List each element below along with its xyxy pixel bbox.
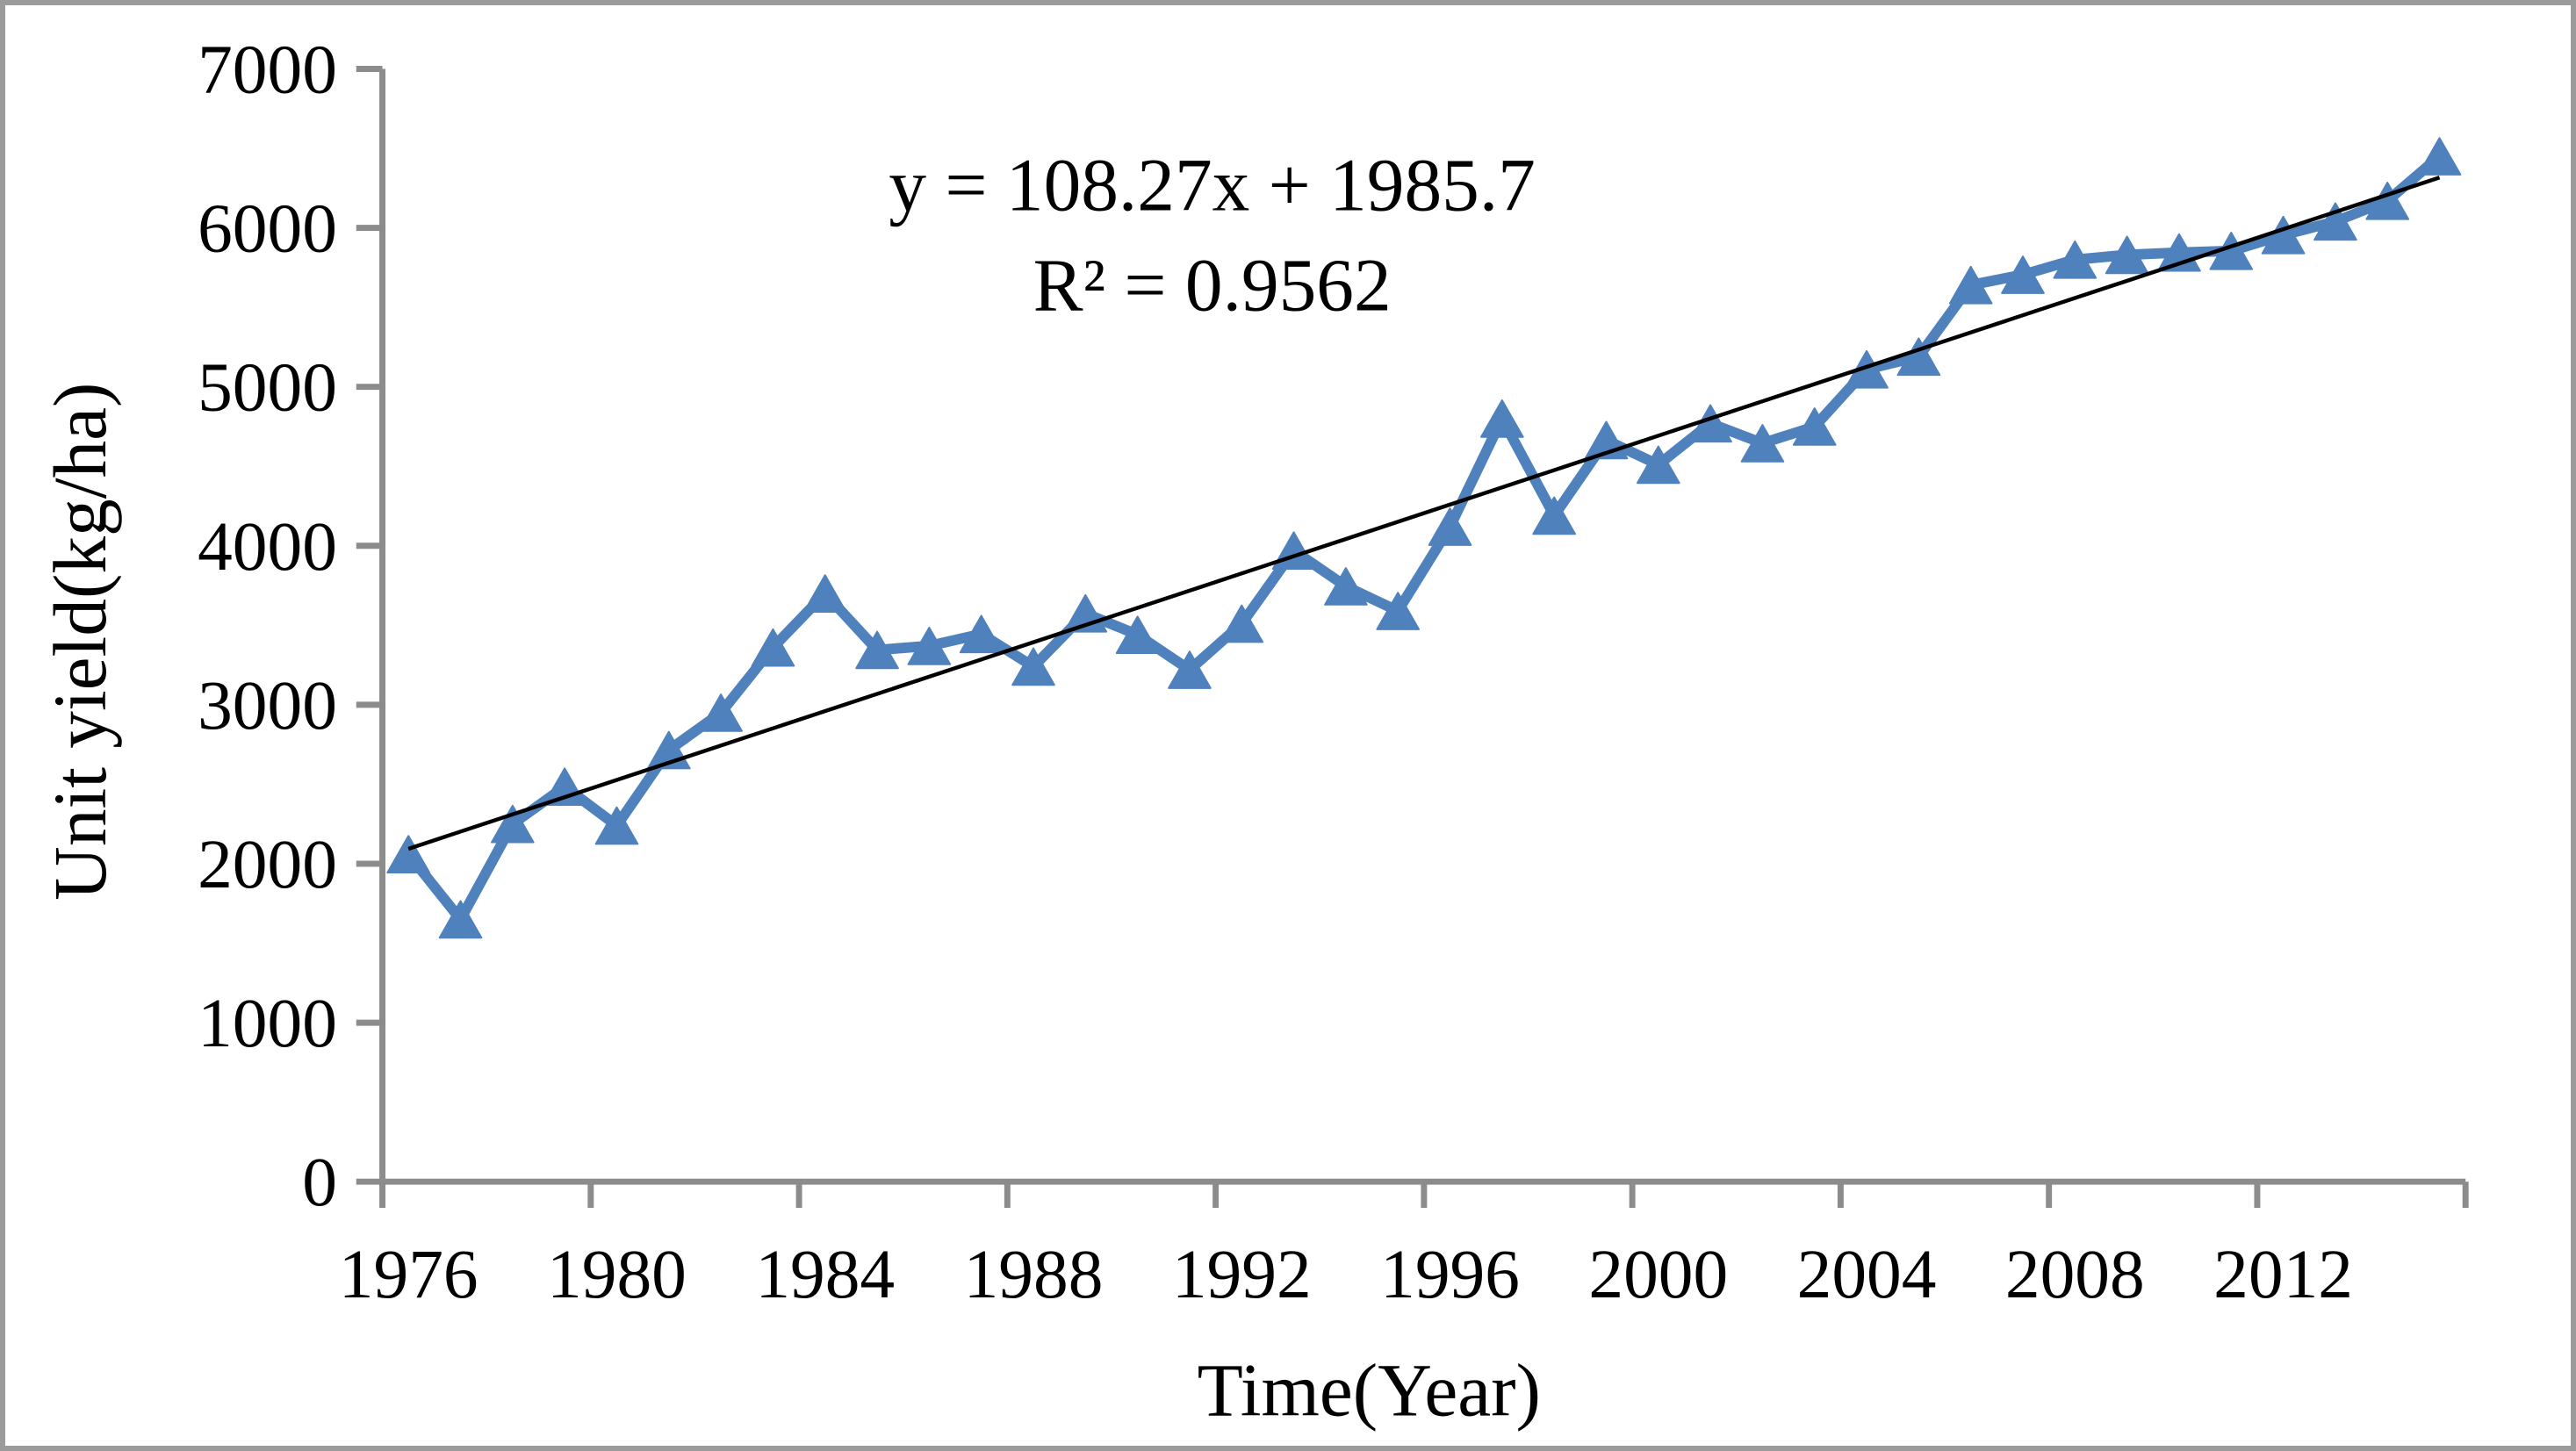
axis-lines [379, 68, 2466, 1185]
x-tick-label: 1984 [755, 1236, 895, 1313]
trendline-equation: y = 108.27x + 1985.7 [889, 144, 1535, 226]
x-tick-label: 2004 [1797, 1236, 1937, 1313]
x-tick-label: 1980 [547, 1236, 687, 1313]
trendline-r2-label: R² = 0.9562 [1033, 244, 1392, 327]
x-axis-title: Time(Year) [1198, 1349, 1541, 1432]
trendline [407, 176, 2441, 851]
y-tick-label: 1000 [198, 985, 337, 1062]
y-axis-title: Unit yield(kg/ha) [40, 383, 122, 901]
x-tick-label: 1992 [1172, 1236, 1312, 1313]
x-tick-label: 2008 [2005, 1236, 2145, 1313]
x-tick-label: 1976 [339, 1236, 479, 1313]
y-tick-label: 6000 [198, 190, 337, 268]
x-tick-label: 2012 [2213, 1236, 2353, 1313]
series-line [403, 151, 2445, 925]
y-tick-label: 5000 [198, 349, 337, 427]
data-point-markers [386, 137, 2462, 939]
x-tick-label: 1988 [964, 1236, 1104, 1313]
x-tick-label: 2000 [1588, 1236, 1728, 1313]
x-tick-label: 1996 [1380, 1236, 1520, 1313]
y-tick-label: 7000 [198, 31, 337, 108]
y-tick-label: 3000 [198, 667, 337, 744]
y-tick-label: 4000 [198, 508, 337, 585]
y-tick-label: 2000 [198, 826, 337, 903]
y-tick-label: 0 [302, 1144, 337, 1221]
yield-trend-line-chart: 0 1000 2000 3000 4000 5000 6000 7000 1976 1980 198… [40, 31, 2469, 1432]
